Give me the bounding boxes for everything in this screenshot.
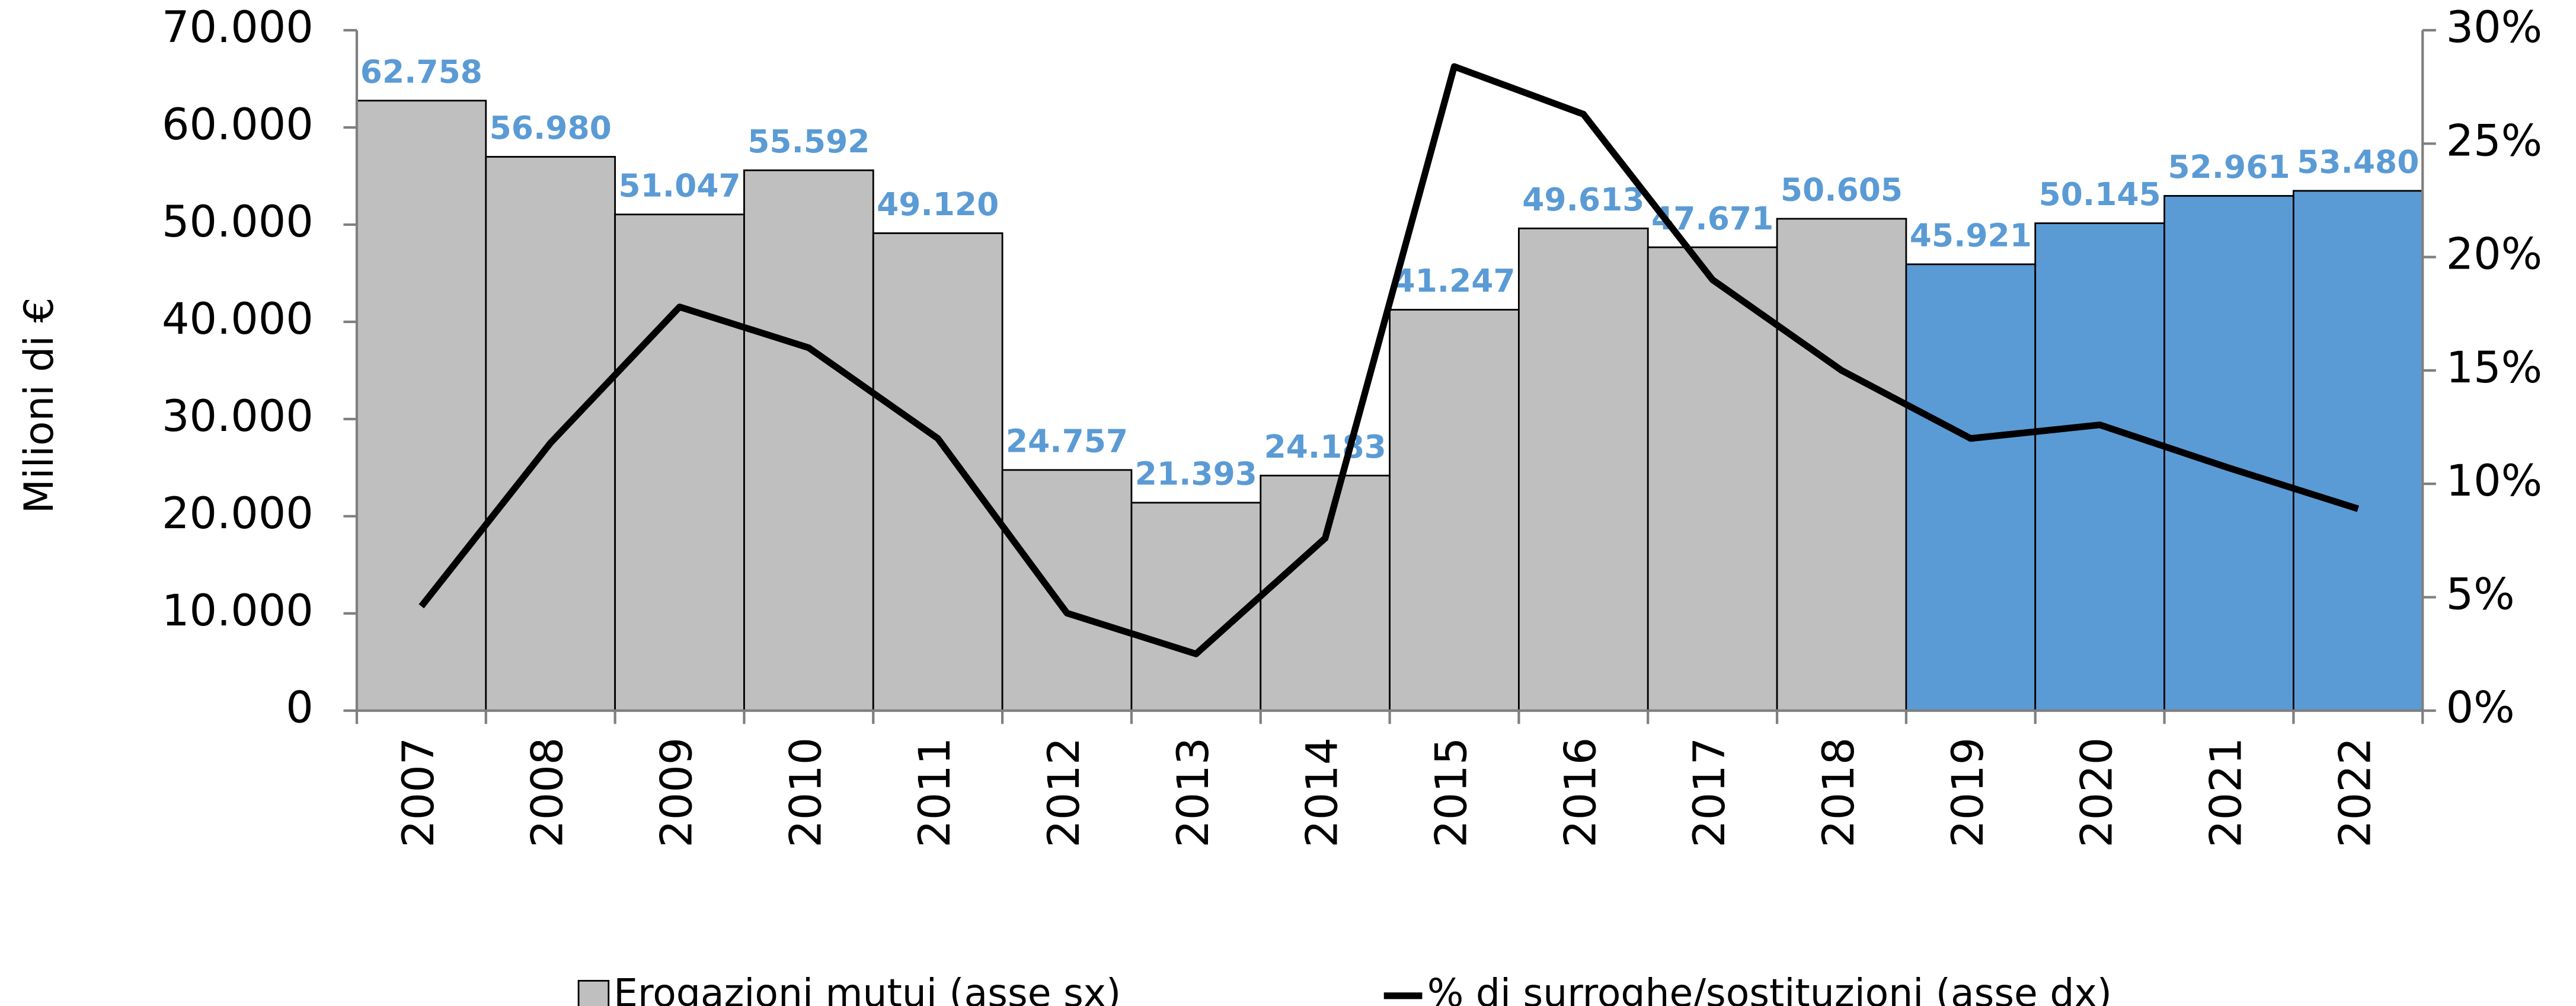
bar [1389,309,1520,712]
y-tick-label: 10.000 [162,586,314,636]
y-tick-label: 30.000 [162,391,314,442]
x-tick-label: 2021 [2201,737,2251,848]
y-tick-label: 70.000 [162,2,314,53]
value-label: 24.183 [1264,428,1386,465]
x-tick-label: 2008 [523,737,573,848]
x-tick-label: 2017 [1685,737,1735,848]
bar [2292,190,2424,712]
bar [485,156,616,712]
value-label: 24.757 [1006,422,1128,459]
y2-tick-label: 25% [2446,116,2543,166]
y-axis-title: Milioni di € [15,298,62,514]
x-tick-label: 2007 [394,737,444,848]
y2-tick-label: 5% [2446,569,2515,619]
bar [356,100,487,712]
x-tick-label: 2020 [2072,737,2123,848]
x-tick-label: 2022 [2330,737,2380,848]
bar [1260,474,1391,712]
y2-tick-label: 0% [2446,683,2515,733]
legend-swatch [577,980,610,1006]
bar [2034,222,2165,712]
value-label: 49.613 [1522,181,1644,218]
bar [614,213,745,712]
bar [872,232,1003,712]
y-tick-label: 40.000 [162,294,314,344]
value-label: 53.480 [2297,143,2419,181]
value-label: 52.961 [2168,148,2290,186]
x-tick-label: 2018 [1814,737,1864,848]
value-label: 56.980 [490,109,612,146]
bar [743,169,874,712]
x-tick-label: 2016 [1555,737,1606,848]
x-tick-label: 2015 [1427,737,1477,848]
bar [1001,469,1133,712]
value-label: 45.921 [1910,216,2032,254]
value-label: 47.671 [1651,200,1773,237]
bar [1905,263,2037,712]
bar [1518,227,1649,712]
x-tick-label: 2012 [1039,737,1089,848]
x-tick-label: 2010 [781,737,831,848]
y2-tick-label: 30% [2446,2,2543,53]
y2-tick-label: 20% [2446,229,2543,280]
value-label: 21.393 [1135,455,1257,493]
value-label: 50.605 [1781,171,1903,209]
x-tick-label: 2013 [1168,737,1219,848]
y-tick-label: 20.000 [162,488,314,539]
y-tick-label: 60.000 [162,100,314,150]
bar [1776,218,1907,712]
x-tick-label: 2014 [1297,737,1348,848]
y-tick-label: 0 [286,683,314,733]
bar [1647,246,1778,712]
line [418,63,2359,657]
legend-label: % di surroghe/sostituzioni (asse dx) [1427,971,2112,1006]
y2-tick-label: 10% [2446,456,2543,506]
value-label: 49.120 [877,186,999,223]
x-tick-label: 2019 [1943,737,1993,848]
legend-label: Erogazioni mutui (asse sx) [613,971,1121,1006]
value-label: 62.758 [360,53,482,90]
y-tick-label: 50.000 [162,197,314,247]
y2-tick-label: 15% [2446,343,2543,393]
x-tick-label: 2011 [910,737,960,848]
value-label: 50.145 [2039,175,2161,213]
x-tick-label: 2009 [652,737,702,848]
value-label: 51.047 [618,167,740,204]
value-label: 41.247 [1393,262,1515,299]
bar [1130,502,1262,712]
value-label: 55.592 [747,123,870,160]
